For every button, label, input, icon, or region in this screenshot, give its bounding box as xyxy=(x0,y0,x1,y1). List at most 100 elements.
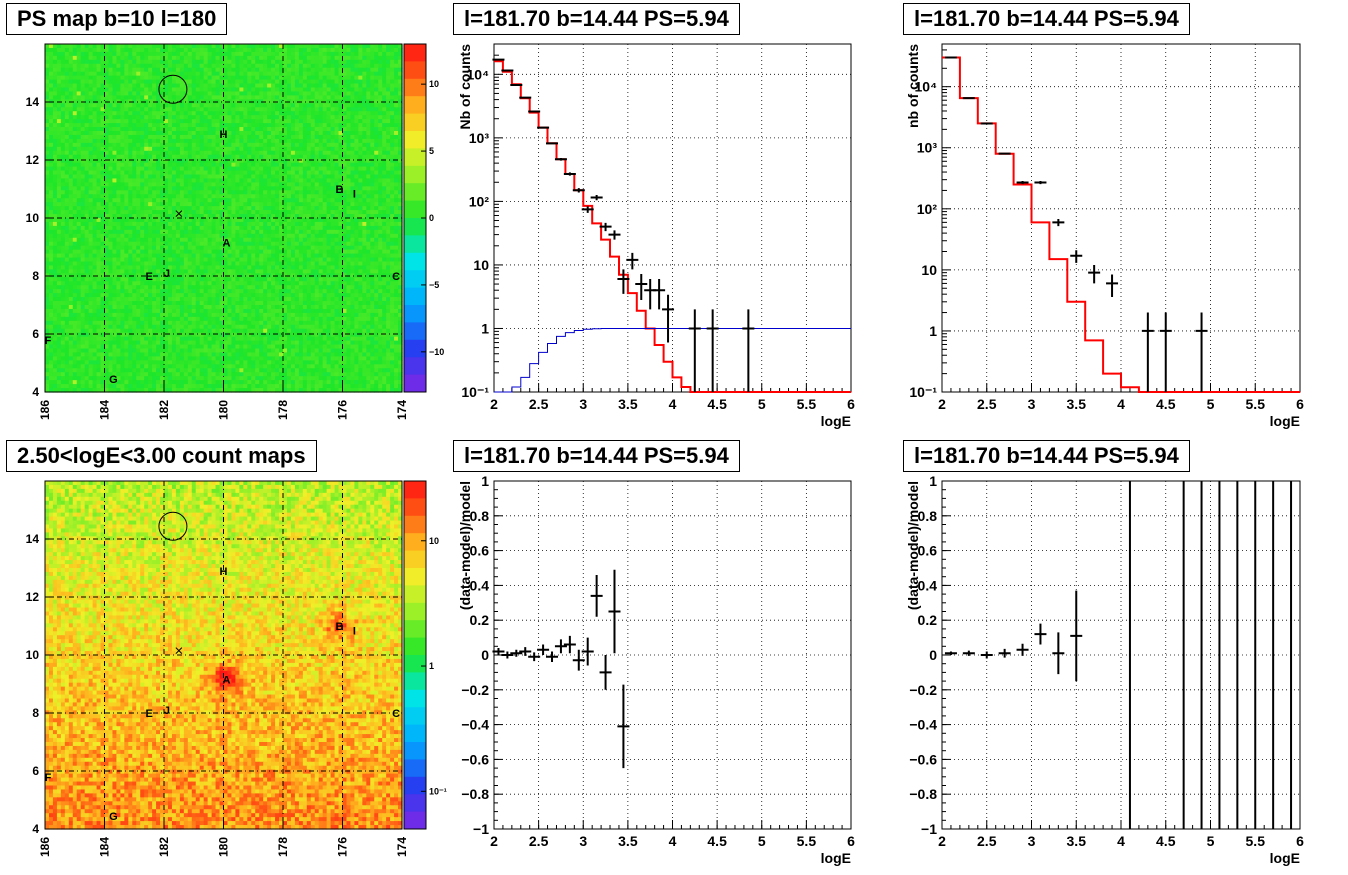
heatmap-cell xyxy=(310,87,316,93)
heatmap-cell xyxy=(386,249,391,255)
heatmap-cell xyxy=(358,225,363,231)
heatmap-cell xyxy=(167,111,173,116)
heatmap-cell xyxy=(294,225,300,231)
heatmap-cell xyxy=(259,170,264,176)
heatmap-cell xyxy=(187,186,193,191)
heatmap-cell xyxy=(223,142,229,148)
heatmap-cell xyxy=(346,245,352,251)
heatmap-cell xyxy=(207,162,213,168)
heatmap-cell xyxy=(259,249,264,255)
heatmap-cell xyxy=(390,103,395,108)
heatmap-cell xyxy=(80,91,86,96)
heatmap-cell xyxy=(160,91,165,96)
heatmap-cell xyxy=(346,202,352,207)
heatmap-cell xyxy=(104,142,110,148)
heatmap-cell xyxy=(255,206,260,211)
heatmap-cell xyxy=(100,131,106,136)
heatmap-cell xyxy=(267,71,272,77)
heatmap-cell xyxy=(358,115,363,120)
heatmap-cell xyxy=(334,51,340,57)
heatmap-cell xyxy=(263,198,268,203)
heatmap-cell xyxy=(124,210,129,215)
heatmap-cell xyxy=(334,202,340,207)
heatmap-cell xyxy=(382,59,387,65)
heatmap-cell xyxy=(124,59,129,65)
heatmap-cell xyxy=(203,63,209,69)
heatmap-cell xyxy=(203,237,209,243)
heatmap-cell xyxy=(167,182,173,187)
heatmap-cell xyxy=(144,178,149,183)
heatmap-cell xyxy=(144,63,149,69)
heatmap-cell xyxy=(187,221,193,227)
heatmap-cell xyxy=(45,202,50,207)
heatmap-cell xyxy=(68,87,74,93)
heatmap-cell xyxy=(92,103,98,108)
heatmap-cell xyxy=(390,194,395,199)
heatmap-cell xyxy=(267,206,272,211)
heatmap-cell xyxy=(239,206,244,211)
heatmap-cell xyxy=(211,261,217,267)
heatmap-cell xyxy=(128,111,133,116)
heatmap-cell xyxy=(362,194,367,199)
heatmap-cell xyxy=(326,233,332,239)
heatmap-cell xyxy=(342,170,348,176)
heatmap-cell xyxy=(64,182,70,187)
heatmap-cell xyxy=(251,218,256,223)
heatmap-cell xyxy=(283,103,288,108)
heatmap-cell xyxy=(223,75,229,81)
heatmap-cell xyxy=(330,202,336,207)
heatmap-cell xyxy=(390,190,395,195)
heatmap-cell xyxy=(231,123,236,128)
heatmap-cell xyxy=(259,233,264,239)
heatmap-cell xyxy=(394,214,399,219)
heatmap-cell xyxy=(199,214,205,219)
heatmap-cell xyxy=(144,123,149,128)
heatmap-cell xyxy=(251,198,256,203)
heatmap-cell xyxy=(370,127,375,132)
heatmap-cell xyxy=(386,79,391,85)
heatmap-cell xyxy=(171,47,177,53)
heatmap-cell xyxy=(76,218,82,223)
heatmap-cell xyxy=(215,194,221,199)
heatmap-cell xyxy=(271,257,276,263)
heatmap-cell xyxy=(235,67,240,73)
heatmap-cell xyxy=(108,229,114,235)
heatmap-cell xyxy=(330,99,336,104)
heatmap-cell xyxy=(108,51,114,57)
heatmap-cell xyxy=(160,79,165,85)
heatmap-cell xyxy=(88,210,94,215)
heatmap-cell xyxy=(390,123,395,128)
heatmap-cell xyxy=(156,170,161,176)
heatmap-cell xyxy=(239,55,244,61)
heatmap-cell xyxy=(164,245,169,251)
heatmap-cell xyxy=(366,225,371,231)
heatmap-cell xyxy=(362,71,367,77)
heatmap-cell xyxy=(318,127,324,132)
heatmap-cell xyxy=(195,134,201,140)
heatmap-cell xyxy=(219,214,225,219)
heatmap-cell xyxy=(156,186,161,191)
heatmap-cell xyxy=(56,194,62,199)
heatmap-cell xyxy=(251,178,256,183)
heatmap-cell xyxy=(342,178,348,183)
heatmap-cell xyxy=(326,99,332,104)
heatmap-cell xyxy=(322,79,328,85)
heatmap-cell xyxy=(132,225,137,231)
heatmap-cell xyxy=(104,241,110,247)
heatmap-cell xyxy=(239,111,244,116)
heatmap-cell xyxy=(283,253,288,259)
heatmap-cell xyxy=(144,99,149,104)
heatmap-cell xyxy=(104,154,110,160)
heatmap-cell xyxy=(207,210,213,215)
heatmap-cell xyxy=(76,257,82,263)
heatmap-cell xyxy=(243,194,248,199)
heatmap-cell xyxy=(251,47,256,53)
heatmap-cell xyxy=(207,67,213,73)
heatmap-cell xyxy=(342,174,348,180)
heatmap-cell xyxy=(116,174,121,180)
heatmap-cell xyxy=(175,214,181,219)
heatmap-cell xyxy=(314,75,320,81)
heatmap-cell xyxy=(239,182,244,187)
heatmap-cell xyxy=(219,142,225,148)
heatmap-cell xyxy=(370,249,375,255)
